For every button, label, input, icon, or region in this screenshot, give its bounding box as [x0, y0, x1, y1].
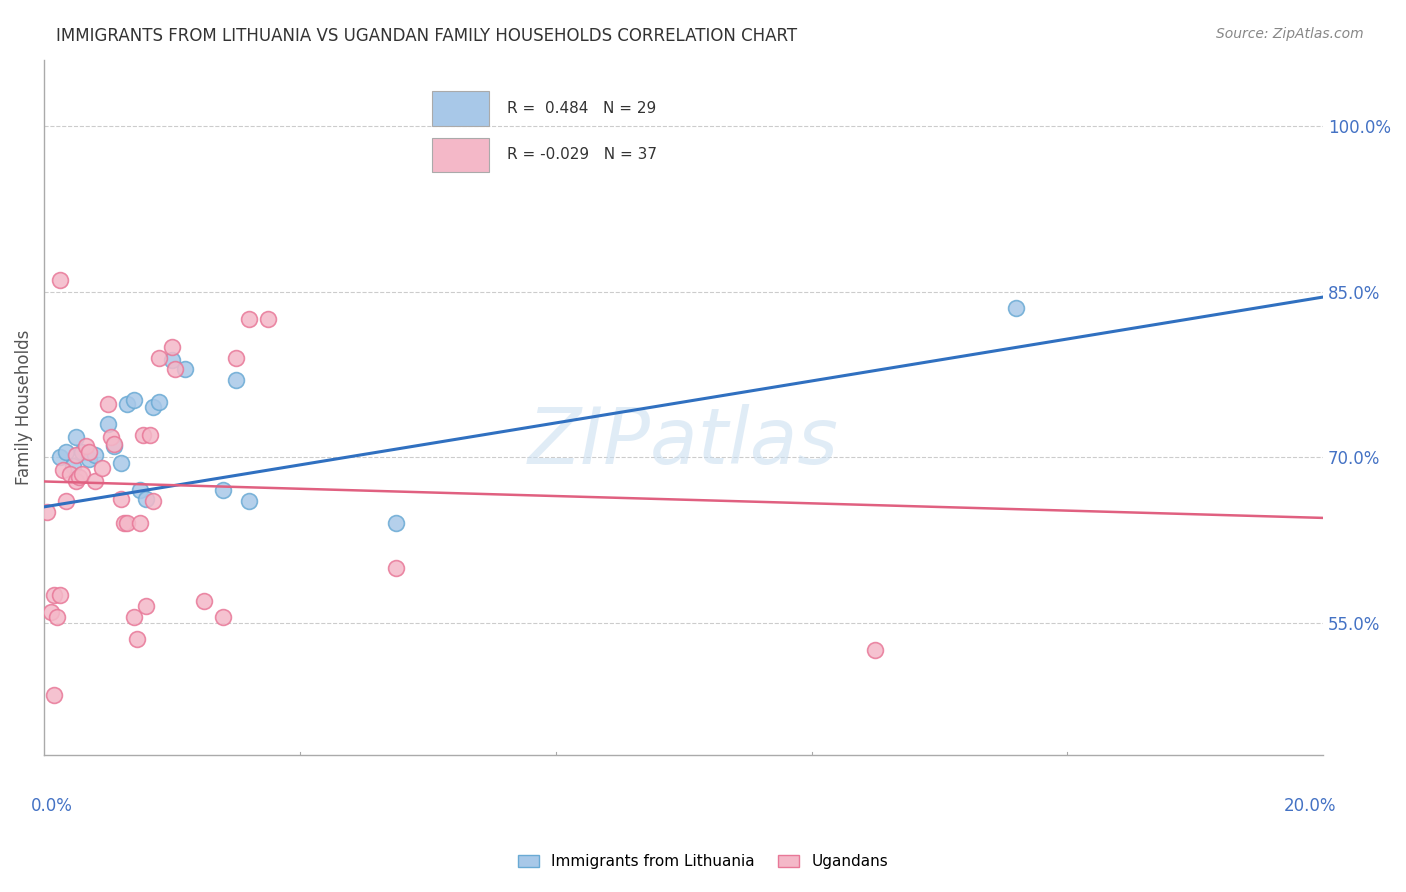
Point	[52, 463, 75, 477]
Legend: Immigrants from Lithuania, Ugandans: Immigrants from Lithuania, Ugandans	[512, 848, 894, 875]
Text: 20.0%: 20.0%	[1284, 797, 1336, 815]
Point	[385, 560, 408, 574]
Point	[865, 643, 887, 657]
Point	[90, 461, 112, 475]
Point	[257, 312, 280, 326]
Point	[42, 688, 65, 702]
Point	[385, 516, 408, 531]
Point	[77, 444, 100, 458]
Point	[49, 588, 72, 602]
Point	[132, 428, 155, 442]
Point	[129, 516, 152, 531]
Point	[122, 610, 145, 624]
Point	[212, 610, 235, 624]
Point	[142, 494, 165, 508]
Point	[129, 483, 152, 498]
Point	[238, 494, 260, 508]
Point	[142, 401, 165, 415]
Point	[65, 448, 87, 462]
Point	[160, 353, 183, 368]
Text: IMMIGRANTS FROM LITHUANIA VS UGANDAN FAMILY HOUSEHOLDS CORRELATION CHART: IMMIGRANTS FROM LITHUANIA VS UGANDAN FAM…	[56, 27, 797, 45]
Point	[238, 312, 260, 326]
Text: 0.0%: 0.0%	[31, 797, 73, 815]
Point	[77, 452, 100, 467]
Point	[97, 417, 120, 431]
Point	[125, 632, 148, 647]
Point	[72, 467, 94, 481]
Point	[75, 439, 97, 453]
Point	[100, 430, 122, 444]
Point	[160, 340, 183, 354]
Point	[148, 351, 170, 365]
Point	[62, 458, 84, 473]
Point	[103, 437, 125, 451]
Point	[65, 430, 87, 444]
Point	[97, 397, 120, 411]
Point	[135, 492, 157, 507]
Point	[225, 373, 247, 387]
Point	[84, 475, 107, 489]
Point	[122, 392, 145, 407]
Point	[173, 361, 195, 376]
Point	[37, 505, 59, 519]
Point	[165, 361, 187, 376]
Point	[112, 516, 135, 531]
Point	[55, 444, 77, 458]
Point	[110, 492, 132, 507]
Point	[84, 448, 107, 462]
Text: Source: ZipAtlas.com: Source: ZipAtlas.com	[1216, 27, 1364, 41]
Point	[45, 610, 67, 624]
Point	[117, 397, 139, 411]
Point	[72, 444, 94, 458]
Point	[225, 351, 247, 365]
Point	[42, 588, 65, 602]
Point	[212, 483, 235, 498]
Point	[65, 475, 87, 489]
Point	[138, 428, 160, 442]
Y-axis label: Family Households: Family Households	[15, 330, 32, 485]
Point	[59, 467, 82, 481]
Point	[193, 593, 215, 607]
Text: ZIPatlas: ZIPatlas	[529, 404, 839, 480]
Point	[103, 439, 125, 453]
Point	[49, 273, 72, 287]
Point	[1005, 301, 1028, 315]
Point	[148, 395, 170, 409]
Point	[135, 599, 157, 614]
Point	[55, 494, 77, 508]
Point	[49, 450, 72, 465]
Point	[39, 605, 62, 619]
Point	[110, 456, 132, 470]
Point	[67, 470, 90, 484]
Point	[117, 516, 139, 531]
